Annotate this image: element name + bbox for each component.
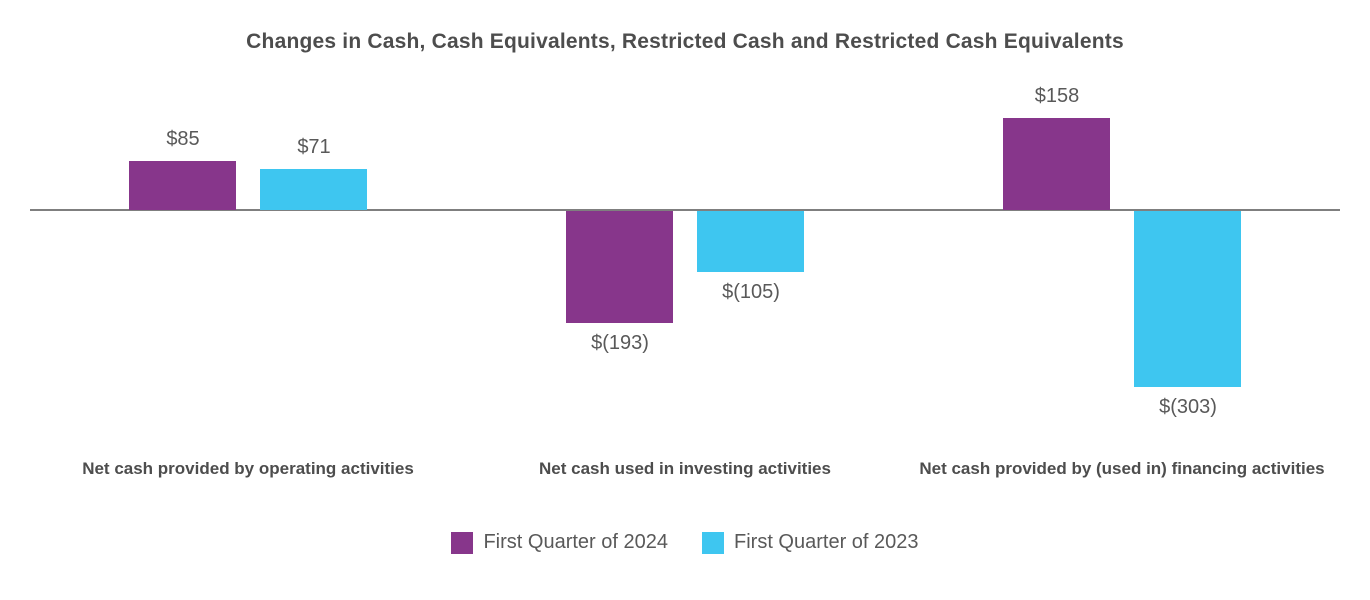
legend-item: First Quarter of 2023	[702, 531, 919, 554]
bar	[1003, 118, 1110, 210]
legend: First Quarter of 2024 First Quarter of 20…	[0, 531, 1370, 554]
legend-label: First Quarter of 2023	[734, 531, 919, 553]
bar-value-label: $71	[297, 136, 331, 158]
x-axis-line	[30, 209, 1340, 211]
bar-value-label: $85	[166, 128, 200, 150]
bar	[129, 161, 236, 210]
bar	[1134, 211, 1241, 387]
legend-swatch	[451, 531, 474, 554]
bar-value-label: $(105)	[722, 281, 780, 303]
bar	[566, 211, 673, 323]
bar-value-label: $(303)	[1159, 396, 1217, 418]
category-label: Net cash provided by operating activitie…	[82, 459, 414, 478]
legend-label: First Quarter of 2024	[483, 531, 668, 553]
bar-value-label: $158	[1034, 85, 1080, 107]
bar-value-label: $(193)	[591, 332, 649, 354]
category-label: Net cash used in investing activities	[539, 459, 831, 478]
bar	[260, 169, 367, 210]
chart-title: Changes in Cash, Cash Equivalents, Restr…	[246, 30, 1124, 53]
category-label: Net cash provided by (used in) financing…	[919, 459, 1325, 478]
bar	[697, 211, 804, 272]
legend-swatch	[702, 531, 724, 554]
legend-item: First Quarter of 2024	[451, 531, 668, 554]
